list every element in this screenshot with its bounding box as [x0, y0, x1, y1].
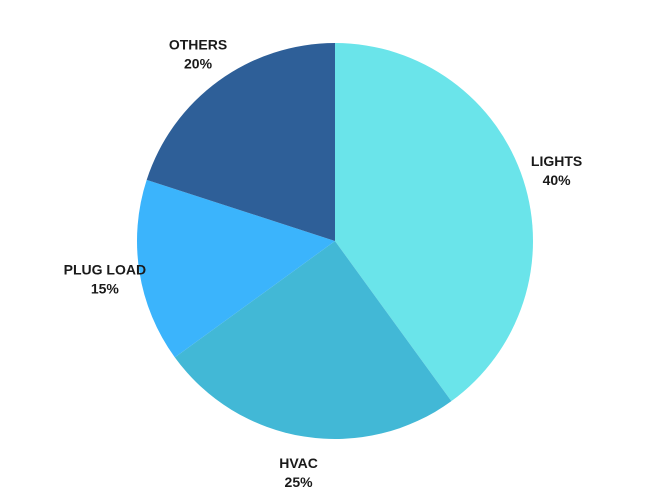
pie-slice-others — [146, 43, 335, 241]
pie-slice-hvac — [174, 241, 452, 440]
slice-label-plug-load: PLUG LOAD — [64, 261, 146, 277]
slice-value-hvac: 25% — [285, 474, 314, 490]
pie-slice-lights — [335, 43, 533, 402]
slice-value-others: 20% — [184, 55, 213, 71]
slice-label-hvac: HVAC — [279, 455, 318, 471]
slice-value-lights: 40% — [543, 172, 572, 188]
slice-value-plug-load: 15% — [91, 280, 120, 296]
slice-label-lights: LIGHTS — [531, 153, 582, 169]
slice-label-others: OTHERS — [169, 36, 227, 52]
pie-slice-plug-load — [137, 179, 335, 358]
pie-slices — [137, 43, 533, 440]
pie-labels: LIGHTS 40% HVAC 25% PLUG LOAD 15% OTHERS 20% — [64, 36, 583, 490]
